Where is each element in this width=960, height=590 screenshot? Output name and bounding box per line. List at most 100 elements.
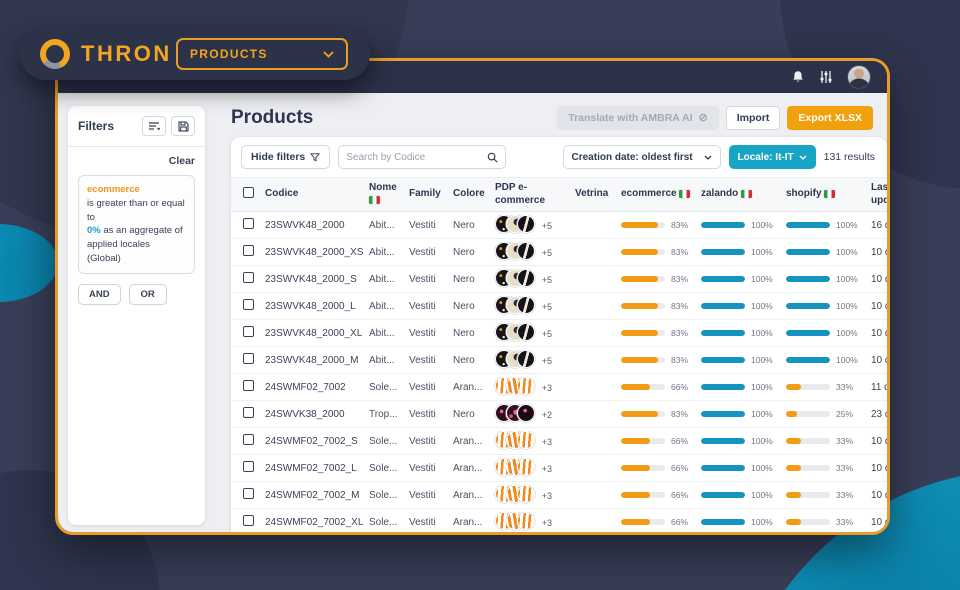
row-checkbox[interactable] xyxy=(243,488,254,499)
cell-shopify-progress: 33% xyxy=(782,436,867,446)
row-checkbox[interactable] xyxy=(243,380,254,391)
cell-pdp-ecommerce: +5 xyxy=(491,322,571,344)
product-thumbnails xyxy=(495,349,535,368)
product-thumbnails xyxy=(495,511,535,530)
cell-zalando-progress: 100% xyxy=(697,382,782,392)
row-checkbox[interactable] xyxy=(243,245,254,256)
notifications-bell-icon[interactable] xyxy=(791,70,805,84)
product-thumbnails xyxy=(495,403,535,422)
row-checkbox[interactable] xyxy=(243,272,254,283)
table-row[interactable]: 24SWMF02_7002_L Sole... Vestiti Aran... … xyxy=(231,455,887,482)
table-row[interactable]: 24SWMF02_7002_XL Sole... Vestiti Aran...… xyxy=(231,509,887,532)
hide-filters-button[interactable]: Hide filters xyxy=(241,145,331,169)
decorative-circle xyxy=(0,224,58,302)
pdp-more-count: +3 xyxy=(541,490,553,501)
cell-family: Vestiti xyxy=(409,462,436,474)
table-row[interactable]: 23SWVK48_2000_S Abit... Vestiti Nero +5 … xyxy=(231,266,887,293)
save-filter-icon[interactable] xyxy=(171,116,195,136)
table-row[interactable]: 24SWVK38_2000 Trop... Vestiti Nero +2 83… xyxy=(231,401,887,428)
filters-panel: Filters Clear ecommerce is greater than … xyxy=(68,106,205,525)
row-checkbox[interactable] xyxy=(243,407,254,418)
row-checkbox[interactable] xyxy=(243,326,254,337)
table-row[interactable]: 23SWVK48_2000_XL Abit... Vestiti Nero +5… xyxy=(231,320,887,347)
cell-shopify-progress: 100% xyxy=(782,301,867,311)
cell-pdp-ecommerce: +5 xyxy=(491,295,571,317)
cell-nome: Abit... xyxy=(369,219,395,231)
cell-zalando-progress: 100% xyxy=(697,463,782,473)
page-title: Products xyxy=(231,107,314,128)
cell-ecommerce-progress: 66% xyxy=(617,517,697,527)
row-checkbox[interactable] xyxy=(243,353,254,364)
table-row[interactable]: 23SWVK48_2000_M Abit... Vestiti Nero +5 … xyxy=(231,347,887,374)
cell-shopify-progress: 100% xyxy=(782,247,867,257)
funnel-icon xyxy=(310,152,321,161)
chevron-down-icon xyxy=(704,155,711,160)
cell-family: Vestiti xyxy=(409,246,436,258)
locale-button[interactable]: Locale: It-IT xyxy=(728,145,816,169)
table-toolbar: Hide filters Creation date: oldest first xyxy=(231,137,887,177)
cell-pdp-ecommerce: +3 xyxy=(491,376,571,398)
cell-pdp-ecommerce: +5 xyxy=(491,241,571,263)
column-header-last: Last update xyxy=(871,182,887,206)
table-row[interactable]: 24SWMF02_7002_M Sole... Vestiti Aran... … xyxy=(231,482,887,509)
cell-zalando-progress: 100% xyxy=(697,274,782,284)
header-checkbox-cell[interactable] xyxy=(231,186,261,203)
cell-shopify-progress: 100% xyxy=(782,355,867,365)
column-header-zalando: zalando xyxy=(697,188,782,201)
product-thumbnails xyxy=(495,430,535,449)
chevron-down-icon xyxy=(799,155,807,160)
table-row[interactable]: 24SWMF02_7002_S Sole... Vestiti Aran... … xyxy=(231,428,887,455)
or-button[interactable]: OR xyxy=(128,283,167,305)
cell-last-update: 10 da xyxy=(871,354,887,366)
table-row[interactable]: 24SWMF02_7002 Sole... Vestiti Aran... +3… xyxy=(231,374,887,401)
cell-ecommerce-progress: 83% xyxy=(617,301,697,311)
products-nav-dropdown[interactable]: PRODUCTS xyxy=(176,38,348,70)
saved-filters-list-icon[interactable] xyxy=(142,116,166,136)
product-thumbnails xyxy=(495,457,535,476)
cell-ecommerce-progress: 83% xyxy=(617,247,697,257)
search-input[interactable] xyxy=(346,151,488,163)
row-checkbox[interactable] xyxy=(243,299,254,310)
sort-select[interactable]: Creation date: oldest first xyxy=(562,145,721,169)
row-checkbox[interactable] xyxy=(243,461,254,472)
clear-filters-link[interactable]: Clear xyxy=(168,155,195,167)
filter-rule-chip[interactable]: ecommerce is greater than or equal to 0%… xyxy=(78,175,195,274)
cell-pdp-ecommerce: +3 xyxy=(491,484,571,506)
row-checkbox[interactable] xyxy=(243,218,254,229)
cell-shopify-progress: 33% xyxy=(782,463,867,473)
cell-codice: 23SWVK48_2000_L xyxy=(265,300,356,312)
pdp-more-count: +5 xyxy=(541,355,553,366)
product-thumbnails xyxy=(495,295,535,314)
cell-nome: Sole... xyxy=(369,516,398,528)
table-row[interactable]: 23SWVK48_2000_L Abit... Vestiti Nero +5 … xyxy=(231,293,887,320)
cell-colore: Aran... xyxy=(453,435,483,447)
cell-family: Vestiti xyxy=(409,435,436,447)
table-row[interactable]: 23SWVK48_2000 Abit... Vestiti Nero +5 83… xyxy=(231,212,887,239)
settings-sliders-icon[interactable] xyxy=(819,70,833,84)
divider xyxy=(68,146,205,147)
column-header-vetrina: Vetrina xyxy=(575,188,609,200)
cell-ecommerce-progress: 83% xyxy=(617,274,697,284)
cell-zalando-progress: 100% xyxy=(697,328,782,338)
cell-shopify-progress: 33% xyxy=(782,382,867,392)
user-avatar[interactable] xyxy=(847,65,871,89)
cell-codice: 24SWVK38_2000 xyxy=(265,408,345,420)
search-icon[interactable] xyxy=(487,152,498,163)
cell-pdp-ecommerce: +2 xyxy=(491,403,571,425)
italy-flag-icon xyxy=(679,189,691,198)
select-all-checkbox[interactable] xyxy=(243,186,254,198)
cell-codice: 23SWVK48_2000_M xyxy=(265,354,359,366)
row-checkbox[interactable] xyxy=(243,515,254,526)
and-button[interactable]: AND xyxy=(78,283,121,305)
translate-ambra-button[interactable]: Translate with AMBRA AI ⊘ xyxy=(557,106,719,130)
export-xlsx-button[interactable]: Export XLSX xyxy=(787,106,873,130)
cell-family: Vestiti xyxy=(409,219,436,231)
column-header-nome: Nome xyxy=(365,182,405,207)
product-thumbnails xyxy=(495,268,535,287)
row-checkbox[interactable] xyxy=(243,434,254,445)
import-button[interactable]: Import xyxy=(725,106,781,130)
table-row[interactable]: 23SWVK48_2000_XS Abit... Vestiti Nero +5… xyxy=(231,239,887,266)
filter-rule-operator: is greater than or equal to xyxy=(87,197,185,223)
cell-shopify-progress: 100% xyxy=(782,220,867,230)
app-window: Filters Clear ecommerce is greater than … xyxy=(55,58,890,535)
